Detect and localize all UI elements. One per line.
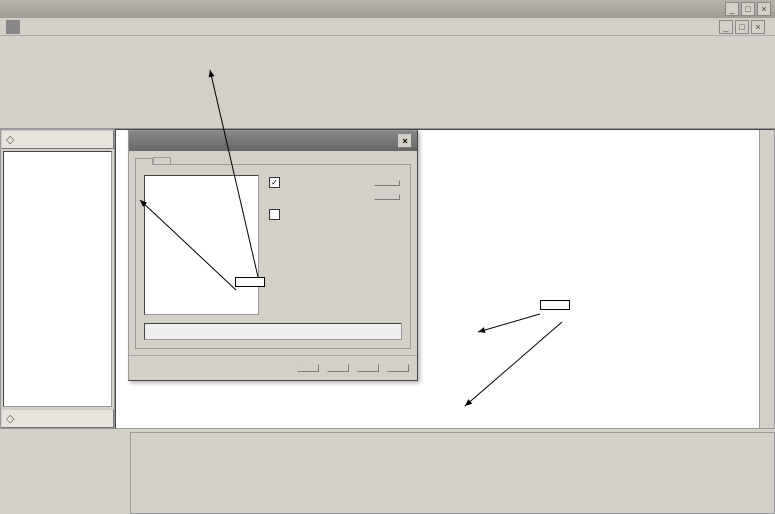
help-button[interactable]	[387, 364, 409, 372]
dialog-title[interactable]: ×	[129, 131, 417, 151]
mdi-close[interactable]: ×	[751, 20, 765, 34]
mdi-max[interactable]: □	[735, 20, 749, 34]
tab-customize[interactable]	[153, 157, 171, 164]
grid-hint	[131, 449, 774, 453]
callout-panels	[235, 277, 265, 287]
toolbar-area	[0, 36, 775, 129]
doc-icon	[6, 20, 20, 34]
sidebar-footer[interactable]	[1, 409, 114, 428]
maximize-button[interactable]: □	[741, 2, 755, 16]
ok-button[interactable]	[297, 364, 319, 372]
tab-toolbars[interactable]	[135, 158, 153, 165]
sidebar	[0, 129, 115, 429]
toolbar-name-label	[144, 315, 402, 323]
reset-button[interactable]	[374, 194, 400, 200]
cancel-button[interactable]	[327, 364, 349, 372]
mdi-min[interactable]: _	[719, 20, 733, 34]
dialog-close[interactable]: ×	[398, 134, 412, 148]
show-tooltips-check[interactable]: ✓	[269, 177, 402, 188]
apply-button[interactable]	[357, 364, 379, 372]
sidebar-header[interactable]	[1, 130, 114, 149]
resource-grid[interactable]	[130, 432, 775, 514]
title-bar: _ □ ×	[0, 0, 775, 18]
minimize-button[interactable]: _	[725, 2, 739, 16]
menu-bar: _ □ ×	[0, 18, 775, 36]
toolbar-name-input	[144, 323, 402, 340]
close-button[interactable]: ×	[757, 2, 771, 16]
large-buttons-check[interactable]	[269, 209, 402, 220]
toolbars-list[interactable]	[144, 175, 259, 315]
callout-views	[540, 300, 570, 310]
customize-dialog: × ✓	[128, 130, 418, 381]
new-button[interactable]	[374, 180, 400, 186]
process-list[interactable]	[3, 151, 112, 407]
scrollbar-v[interactable]	[759, 130, 774, 428]
